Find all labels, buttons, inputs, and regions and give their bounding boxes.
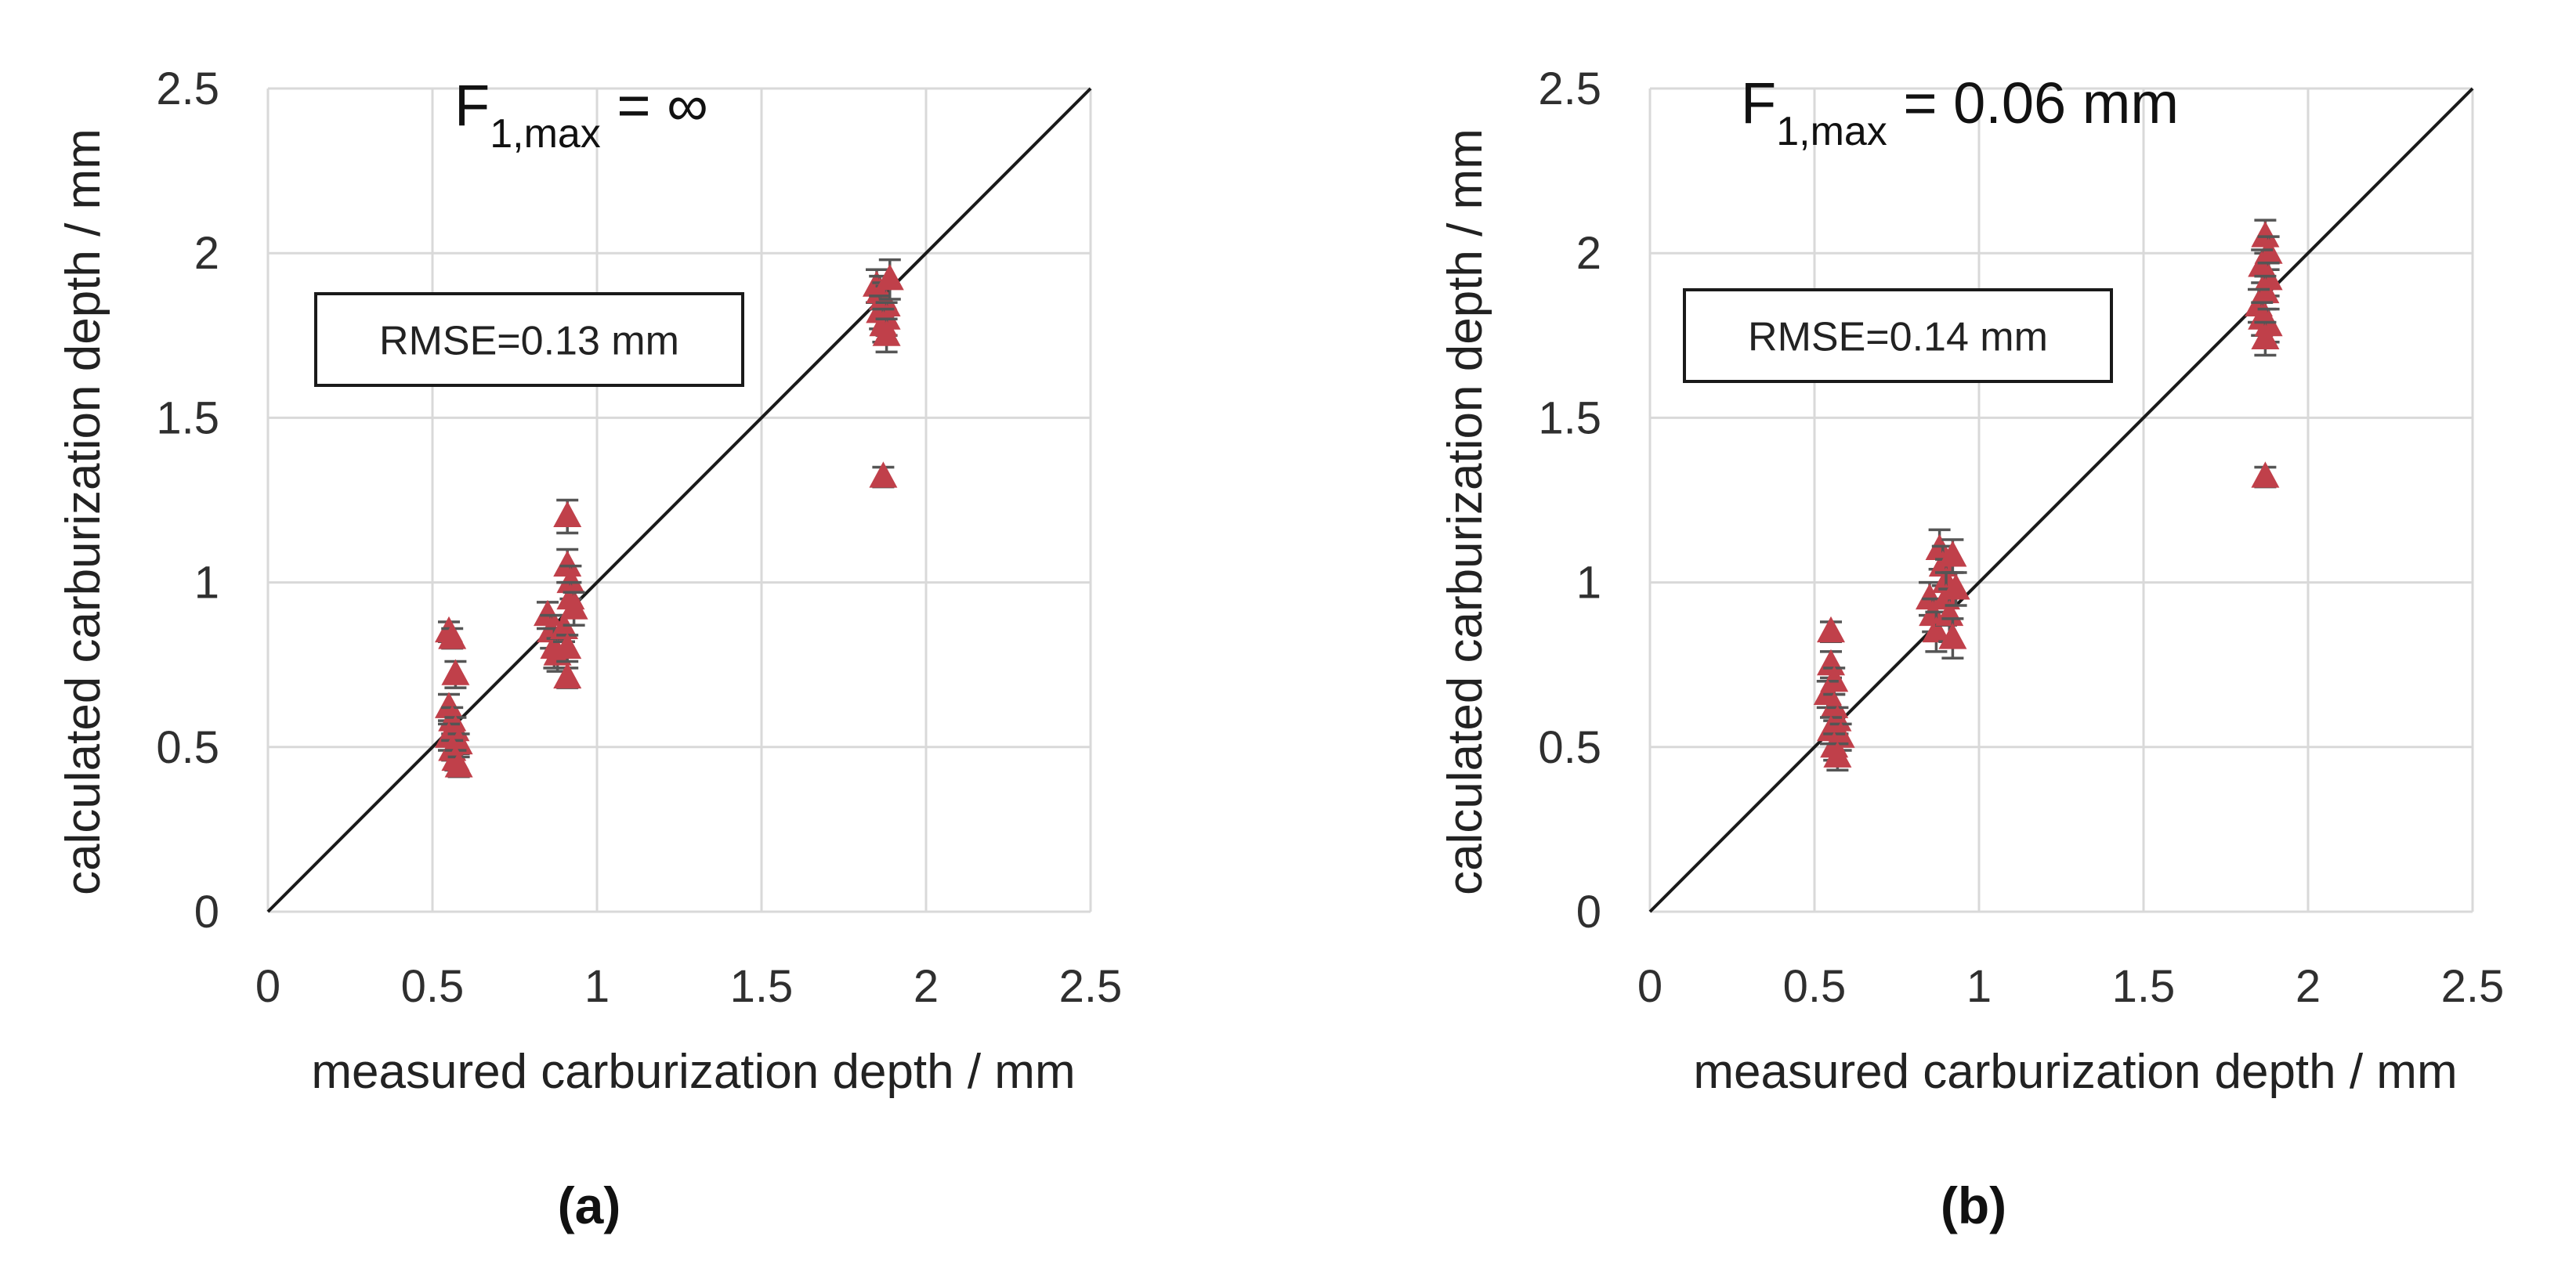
y-tick-label: 2.5 (156, 63, 219, 114)
data-point (438, 623, 467, 650)
data-point (1823, 741, 1852, 772)
triangle-marker (2251, 221, 2280, 248)
y-tick-label: 2.5 (1538, 63, 1601, 114)
triangle-marker (1817, 616, 1845, 643)
y-tick-label: 2 (194, 228, 219, 279)
x-tick-label: 2 (914, 961, 939, 1012)
chart-panel-b: 0 0.5 1 1.5 2 2.5 0 0.5 1 1.5 2 2.5 measured carburi… (1438, 63, 2504, 1234)
f-subscript: 1,max (490, 111, 601, 157)
x-tick-label: 1.5 (730, 961, 794, 1012)
panel-label: (a) (558, 1176, 621, 1234)
f-subscript: 1,max (1776, 109, 1887, 154)
triangle-marker (444, 751, 473, 778)
y-tick-label: 1.5 (1538, 392, 1601, 443)
data-point (553, 632, 582, 663)
x-tick-label: 2 (2296, 961, 2321, 1012)
data-point (444, 751, 473, 779)
triangle-marker (556, 566, 585, 594)
x-axis-title: measured carburization depth / mm (311, 1045, 1075, 1099)
triangle-marker (2251, 323, 2280, 350)
triangle-marker (875, 264, 904, 291)
y-tick-label: 0.5 (156, 722, 219, 773)
triangle-marker (2251, 461, 2280, 488)
triangle-marker (1823, 741, 1852, 768)
f-value: = 0.06 mm (1887, 70, 2179, 136)
triangle-marker (1820, 692, 1849, 718)
triangle-marker (435, 692, 463, 718)
x-tick-label: 0.5 (1783, 961, 1847, 1012)
x-tick-label: 2.5 (2441, 961, 2505, 1012)
chart-panel-a: 0 0.5 1 1.5 2 2.5 0 0.5 1 1.5 2 2.5 measured carburi… (56, 63, 1122, 1234)
f-symbol: F (1741, 70, 1776, 136)
data-point (869, 461, 898, 489)
data-point (1922, 610, 1951, 653)
x-axis-title: measured carburization depth / mm (1693, 1045, 2457, 1099)
x-tick-label: 1 (584, 961, 610, 1012)
triangle-marker (441, 659, 470, 685)
triangle-marker (534, 599, 562, 627)
x-tick-label: 1 (1966, 961, 1992, 1012)
f-value: = ∞ (601, 73, 708, 138)
triangle-marker (438, 623, 467, 649)
triangle-marker (553, 632, 582, 659)
data-point (553, 662, 582, 689)
x-tick-label: 2.5 (1059, 961, 1123, 1012)
y-tick-label: 1 (194, 558, 219, 609)
triangle-marker (553, 500, 582, 528)
data-point (1817, 616, 1845, 644)
f-max-annotation: F1,max = ∞ (454, 73, 708, 157)
data-point (2251, 461, 2280, 489)
y-tick-label: 0 (194, 887, 219, 938)
x-tick-label: 0 (255, 961, 280, 1012)
data-point (1941, 571, 1970, 607)
y-tick-label: 2 (1576, 228, 1601, 279)
f-max-annotation: F1,max = 0.06 mm (1741, 70, 2179, 154)
f-symbol: F (454, 73, 490, 138)
data-point (875, 258, 904, 301)
triangle-marker (553, 662, 582, 689)
y-axis-title: calculated carburization depth / mm (56, 128, 110, 895)
y-axis-title: calculated carburization depth / mm (1438, 128, 1492, 895)
data-point (1938, 617, 1967, 660)
data-point (553, 498, 582, 535)
triangle-marker (869, 461, 898, 488)
data-point (872, 317, 901, 354)
triangle-marker (559, 593, 588, 620)
triangle-marker (1938, 540, 1967, 567)
triangle-marker (1941, 573, 1970, 600)
triangle-marker (872, 320, 901, 346)
rmse-box (1683, 288, 2113, 383)
y-tick-label: 1 (1576, 558, 1601, 609)
panel-label: (b) (1941, 1176, 2006, 1234)
triangle-marker (1938, 623, 1967, 649)
y-tick-label: 0.5 (1538, 722, 1601, 773)
data-point (559, 591, 588, 627)
rmse-label: RMSE=0.14 mm (1748, 315, 2048, 360)
y-tick-label: 0 (1576, 887, 1601, 938)
y-tick-label: 1.5 (156, 392, 219, 443)
reference-line-y-equals-x (1648, 87, 2474, 913)
data-point (441, 659, 470, 689)
triangle-marker (1922, 616, 1951, 643)
x-tick-label: 0.5 (401, 961, 465, 1012)
rmse-label: RMSE=0.13 mm (379, 319, 679, 364)
data-point (2251, 320, 2280, 357)
rmse-box (314, 292, 744, 387)
reference-line-y-equals-x (266, 87, 1092, 913)
x-tick-label: 1.5 (2112, 961, 2176, 1012)
triangle-marker (553, 550, 582, 577)
x-tick-label: 0 (1637, 961, 1662, 1012)
